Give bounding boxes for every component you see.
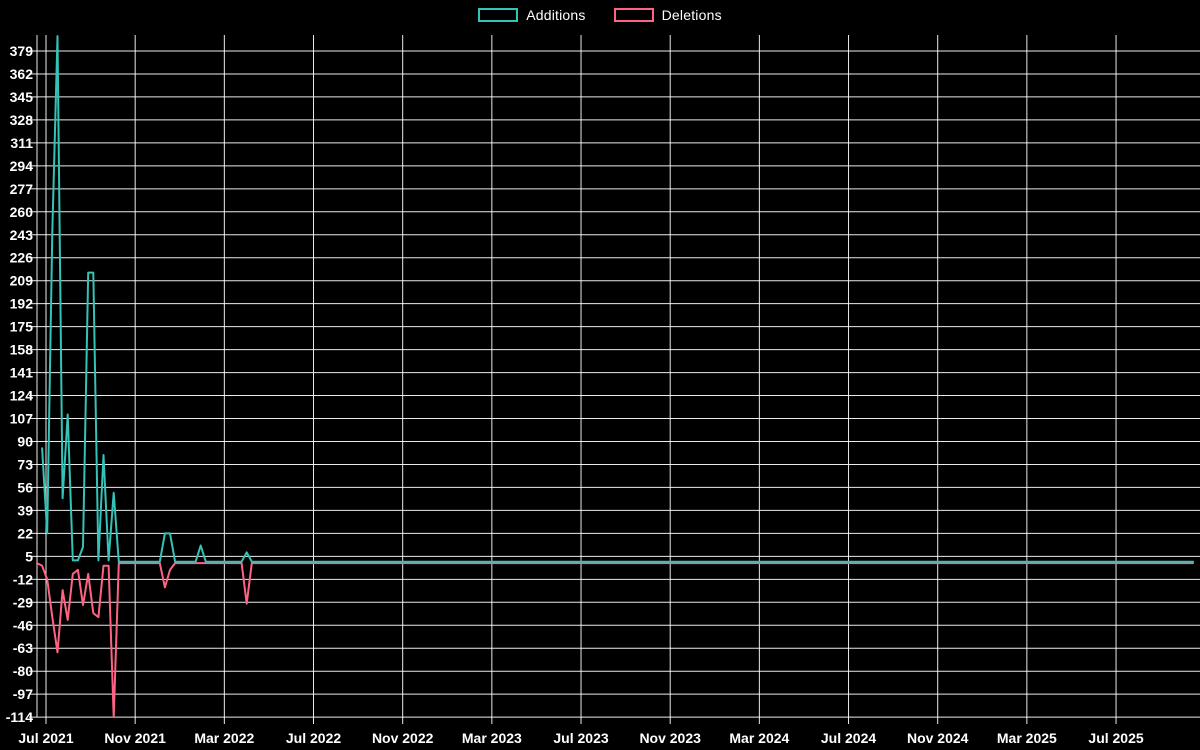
- deletions-swatch-icon: [613, 8, 654, 22]
- y-tick-label: 294: [10, 158, 34, 174]
- x-tick-label: Jul 2021: [18, 730, 73, 746]
- y-tick-label: 311: [10, 135, 33, 151]
- legend-item-additions[interactable]: Additions: [478, 7, 585, 23]
- x-tick-label: Jul 2022: [286, 730, 341, 746]
- y-tick-label: 192: [10, 296, 34, 312]
- x-tick-label: Nov 2023: [639, 730, 701, 746]
- y-tick-label: 345: [10, 89, 34, 105]
- y-tick-label: 39: [17, 502, 33, 518]
- x-tick-label: Mar 2023: [462, 730, 522, 746]
- y-tick-label: 158: [10, 342, 34, 358]
- y-tick-label: 260: [10, 204, 34, 220]
- y-tick-label: 5: [25, 548, 33, 564]
- y-tick-label: 379: [10, 43, 34, 59]
- y-tick-label: 277: [10, 181, 34, 197]
- y-tick-label: 73: [17, 456, 33, 472]
- y-tick-label: 56: [17, 479, 33, 495]
- y-tick-label: 22: [17, 525, 33, 541]
- x-tick-label: Mar 2024: [729, 730, 789, 746]
- y-tick-label: -12: [13, 571, 33, 587]
- additions-legend-label: Additions: [526, 7, 586, 23]
- legend-item-deletions[interactable]: Deletions: [613, 7, 722, 23]
- x-tick-label: Mar 2025: [997, 730, 1057, 746]
- x-tick-label: Mar 2022: [194, 730, 254, 746]
- y-tick-label: 328: [10, 112, 34, 128]
- y-tick-label: -114: [6, 709, 33, 725]
- y-tick-label: 243: [10, 227, 34, 243]
- y-tick-label: -63: [13, 640, 33, 656]
- y-tick-label: -80: [13, 663, 33, 679]
- deletions-legend-label: Deletions: [661, 7, 722, 23]
- y-tick-label: 124: [10, 388, 34, 404]
- x-tick-label: Nov 2022: [372, 730, 434, 746]
- y-tick-label: 90: [17, 433, 33, 449]
- additions-swatch-icon: [478, 8, 519, 22]
- y-tick-label: 175: [10, 319, 34, 335]
- y-tick-label: 107: [10, 411, 34, 427]
- y-tick-label: -97: [13, 686, 33, 702]
- y-tick-label: 209: [10, 273, 34, 289]
- y-tick-label: 362: [10, 66, 34, 82]
- x-tick-label: Jul 2025: [1088, 730, 1143, 746]
- additions-line: [41, 35, 1194, 563]
- y-tick-label: 141: [10, 365, 34, 381]
- y-tick-label: -46: [13, 617, 33, 633]
- x-tick-label: Nov 2021: [104, 730, 166, 746]
- x-tick-label: Nov 2024: [907, 730, 969, 746]
- y-tick-label: 226: [10, 250, 34, 266]
- chart-legend: Additions Deletions: [0, 7, 1200, 23]
- x-tick-label: Jul 2023: [553, 730, 608, 746]
- y-tick-label: -29: [13, 594, 33, 610]
- deletions-line: [36, 562, 1194, 719]
- x-tick-label: Jul 2024: [821, 730, 876, 746]
